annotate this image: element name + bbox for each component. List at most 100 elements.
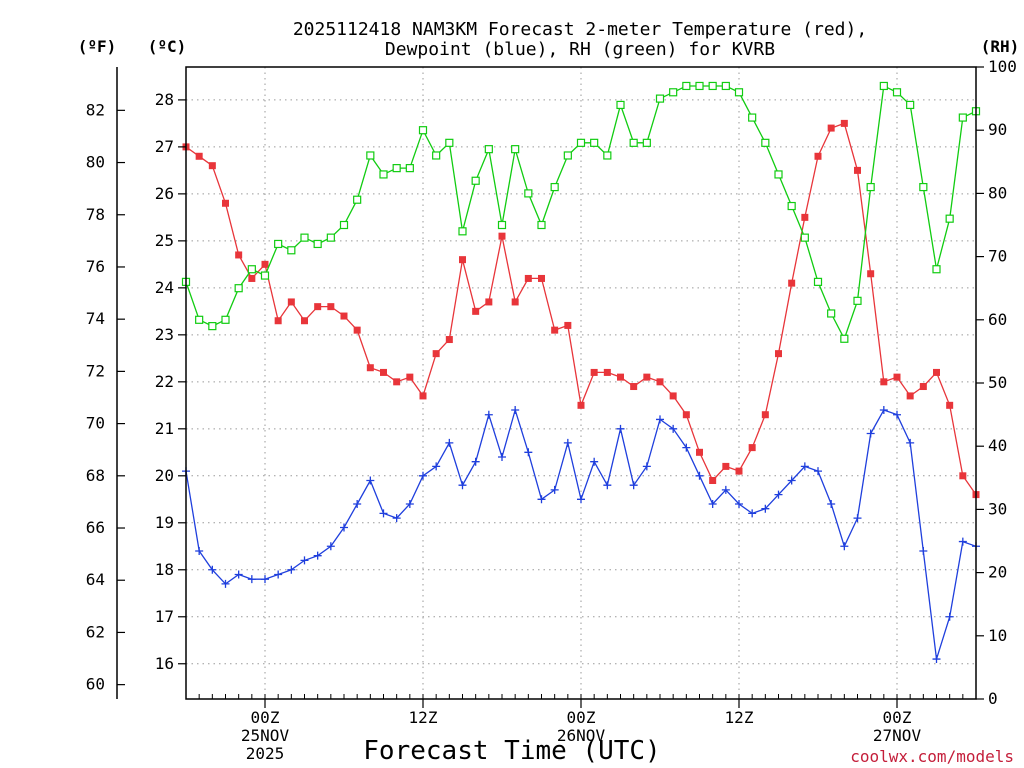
temperature-point (735, 467, 743, 475)
temperature-point (840, 119, 848, 127)
dewpoint-point (432, 462, 441, 471)
celsius-tick-label: 19 (155, 513, 174, 532)
rh-point (945, 214, 954, 223)
fahrenheit-tick-label: 78 (86, 205, 105, 224)
x-tick-label: 00Z (251, 708, 280, 727)
celsius-tick-label: 28 (155, 90, 174, 109)
temperature-point (590, 368, 598, 376)
rh-point (497, 220, 507, 230)
rh-point (827, 309, 836, 318)
rh-point (234, 284, 243, 293)
temperature-point (577, 401, 585, 409)
temperature-point (617, 373, 624, 381)
dewpoint-point (247, 575, 256, 584)
grid-lines (186, 67, 976, 699)
dewpoint-point (353, 499, 362, 508)
temperature-point (867, 270, 875, 278)
rh-point (642, 138, 651, 147)
dewpoint-point (340, 523, 348, 532)
rh-point (379, 170, 388, 179)
rh-tick-label: 20 (988, 563, 1007, 582)
temperature-point (933, 368, 940, 376)
rh-point (813, 277, 823, 286)
dewpoint-point (840, 542, 849, 551)
rh-point (669, 88, 678, 97)
rh-point (326, 233, 335, 242)
rh-point (721, 81, 730, 91)
rh-point (471, 176, 480, 185)
dewpoint-point (893, 410, 901, 419)
rh-point (274, 239, 283, 249)
temperature-point (314, 303, 322, 311)
temperature-point (880, 378, 888, 386)
dewpoint-point (919, 546, 928, 555)
rh-point (774, 170, 783, 179)
temperature-point (854, 166, 861, 174)
temperature-point (722, 462, 730, 470)
fahrenheit-tick-label: 76 (86, 257, 105, 276)
dewpoint-point (642, 462, 651, 471)
temperature-point (195, 152, 203, 160)
fahrenheit-tick-label: 66 (86, 518, 105, 537)
celsius-tick-label: 17 (155, 607, 174, 626)
dewpoint-point (405, 499, 414, 508)
x-axis-label: Forecast Time (UTC) (363, 736, 660, 766)
rh-point (260, 271, 270, 280)
temperature-point (287, 298, 295, 306)
temperature-point (919, 383, 927, 391)
dewpoint-point (721, 485, 730, 494)
dewpoint-point (195, 546, 204, 555)
temperature-point (906, 392, 914, 400)
dewpoint-point (800, 462, 809, 471)
credit-text: coolwx.com/models (850, 747, 1014, 766)
temperature-point (472, 307, 480, 315)
fahrenheit-tick-label: 80 (86, 153, 105, 172)
temperature-point (459, 256, 466, 264)
temperature-point (893, 373, 901, 381)
rh-point (392, 164, 401, 173)
dewpoint-point (261, 575, 269, 584)
temperature-point (301, 317, 308, 325)
dewpoint-point (787, 476, 796, 485)
rh-tick-label: 60 (988, 310, 1007, 329)
temperature-point (274, 317, 282, 325)
dewpoint-point (300, 556, 309, 565)
dewpoint-point (498, 453, 506, 462)
temperature-point (419, 392, 427, 400)
rh-point (221, 315, 230, 324)
rh-point (432, 151, 441, 160)
rh-point (524, 189, 533, 198)
series-rh (181, 81, 981, 343)
temperature-point (353, 326, 361, 334)
rh-point (405, 164, 414, 173)
temperature-point (682, 411, 690, 419)
dewpoint-point (866, 429, 875, 438)
rh-axis: 0 10 20 30 40 50 60 70 80 90 100 (976, 57, 1017, 708)
rh-tick-label: 100 (988, 57, 1017, 76)
temperature-point (208, 162, 216, 170)
dewpoint-point (827, 499, 836, 508)
celsius-tick-label: 16 (155, 654, 174, 673)
celsius-tick-label: 27 (155, 137, 174, 156)
dewpoint-point (695, 471, 704, 480)
x-tick-label: 26NOV (557, 726, 606, 745)
rh-point (892, 88, 902, 97)
dewpoint-point (616, 424, 625, 433)
rh-point (655, 94, 665, 103)
temperature-point (709, 477, 717, 485)
rh-point (919, 182, 928, 192)
dewpoint-point (366, 476, 375, 485)
dewpoint-point (234, 570, 243, 579)
temperature-point (814, 152, 822, 160)
celsius-tick-label: 25 (155, 231, 174, 250)
rh-point (208, 322, 217, 331)
rh-point (616, 100, 625, 110)
rh-point (603, 151, 612, 160)
dewpoint-point (879, 406, 888, 415)
temperature-point (801, 213, 809, 221)
dewpoint-point (392, 514, 401, 523)
rh-point (853, 296, 862, 305)
x-tick-label: 00Z (883, 708, 912, 727)
rh-point (800, 233, 809, 242)
